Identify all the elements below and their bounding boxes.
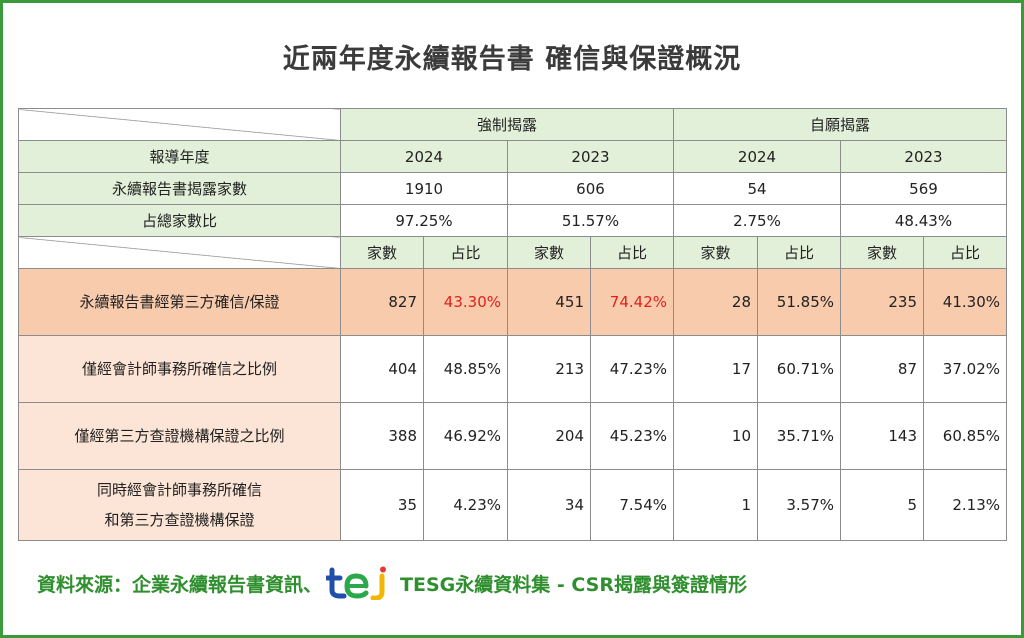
count-cell: 5 [840,469,924,541]
ratio-cell: 35.71% [757,402,841,470]
sub-header: 占比 [757,236,841,269]
row-label: 占總家數比 [18,204,341,237]
ratio-cell: 60.85% [923,402,1007,470]
row-label: 報導年度 [18,140,341,173]
source-prefix: 資料來源：企業永續報告書資訊、 [37,573,323,596]
ratio-cell: 74.42% [590,268,674,336]
label-line: 僅經第三方查證機構保證之比例 [74,427,285,445]
table-row: 強制揭露 自願揭露 [18,108,1007,141]
sub-header: 占比 [423,236,508,269]
row-label: 同時經會計師事務所確信 和第三方查證機構保證 [18,469,341,541]
count-cell: 87 [840,335,924,403]
group-header: 自願揭露 [673,108,1007,141]
label-line: 永續報告書經第三方確信/保證 [79,293,280,311]
row-label: 僅經第三方查證機構保證之比例 [18,402,341,470]
table-row: 永續報告書經第三方確信/保證 827 43.30% 451 74.42% 28 51.85%… [18,268,1007,336]
sub-header: 占比 [923,236,1007,269]
count-cell: 827 [340,268,424,336]
corner-cell [18,236,341,269]
summary-cell: 48.43% [840,204,1007,237]
summary-cell: 51.57% [507,204,674,237]
count-cell: 213 [507,335,591,403]
table-row: 永續報告書揭露家數 1910 606 54 569 [18,172,1007,205]
summary-cell: 97.25% [340,204,508,237]
summary-cell: 606 [507,172,674,205]
summary-cell: 1910 [340,172,508,205]
ratio-cell: 2.13% [923,469,1007,541]
table-row: 報導年度 2024 2023 2024 2023 [18,140,1007,173]
sub-header: 家數 [507,236,591,269]
label-line: 僅經會計師事務所確信之比例 [81,360,277,378]
count-cell: 28 [673,268,758,336]
label-line: 和第三方查證機構保證 [104,511,255,529]
ratio-cell: 46.92% [423,402,508,470]
ratio-cell: 41.30% [923,268,1007,336]
label-line: 同時經會計師事務所確信 [96,481,262,499]
count-cell: 404 [340,335,424,403]
count-cell: 35 [340,469,424,541]
ratio-cell: 45.23% [590,402,674,470]
row-label: 永續報告書經第三方確信/保證 [18,268,341,336]
count-cell: 388 [340,402,424,470]
year-header: 2024 [340,140,508,173]
ratio-cell: 43.30% [423,268,508,336]
title: 近兩年度永續報告書 確信與保證概況 [282,44,742,75]
source-suffix: TESG永續資料集 - CSR揭露與簽證情形 [400,573,747,596]
table-row: 占總家數比 97.25% 51.57% 2.75% 48.43% [18,204,1007,237]
count-cell: 235 [840,268,924,336]
source-note: 資料來源：企業永續報告書資訊、 TESG永續資料集 - CSR揭露與簽證情形 [37,566,747,600]
corner-cell [18,108,341,141]
sub-header: 家數 [673,236,758,269]
table-row: 僅經第三方查證機構保證之比例 388 46.92% 204 45.23% 10 35.71%… [18,402,1007,470]
ratio-cell: 48.85% [423,335,508,403]
row-label: 僅經會計師事務所確信之比例 [18,335,341,403]
summary-cell: 2.75% [673,204,841,237]
sub-header: 家數 [840,236,924,269]
ratio-cell: 60.71% [757,335,841,403]
count-cell: 17 [673,335,758,403]
ratio-cell: 51.85% [757,268,841,336]
group-header: 強制揭露 [340,108,674,141]
year-header: 2023 [840,140,1007,173]
ratio-cell: 7.54% [590,469,674,541]
row-label: 永續報告書揭露家數 [18,172,341,205]
year-header: 2023 [507,140,674,173]
table-row: 僅經會計師事務所確信之比例 404 48.85% 213 47.23% 17 60.71% 8… [18,335,1007,403]
table-row: 家數 占比 家數 占比 家數 占比 家數 占比 [18,236,1007,269]
sub-header: 家數 [340,236,424,269]
count-cell: 10 [673,402,758,470]
count-cell: 204 [507,402,591,470]
summary-table: 強制揭露 自願揭露 報導年度 2024 2023 2024 2023 永續報告書揭露家數 191… [18,108,1007,541]
summary-cell: 54 [673,172,841,205]
year-header: 2024 [673,140,841,173]
ratio-cell: 37.02% [923,335,1007,403]
ratio-cell: 3.57% [757,469,841,541]
tej-logo [326,566,387,600]
sub-header: 占比 [590,236,674,269]
ratio-cell: 4.23% [423,469,508,541]
ratio-cell: 47.23% [590,335,674,403]
count-cell: 34 [507,469,591,541]
table-row: 同時經會計師事務所確信 和第三方查證機構保證 35 4.23% 34 7.54% 1 3.57… [18,469,1007,541]
summary-cell: 569 [840,172,1007,205]
count-cell: 451 [507,268,591,336]
count-cell: 1 [673,469,758,541]
count-cell: 143 [840,402,924,470]
